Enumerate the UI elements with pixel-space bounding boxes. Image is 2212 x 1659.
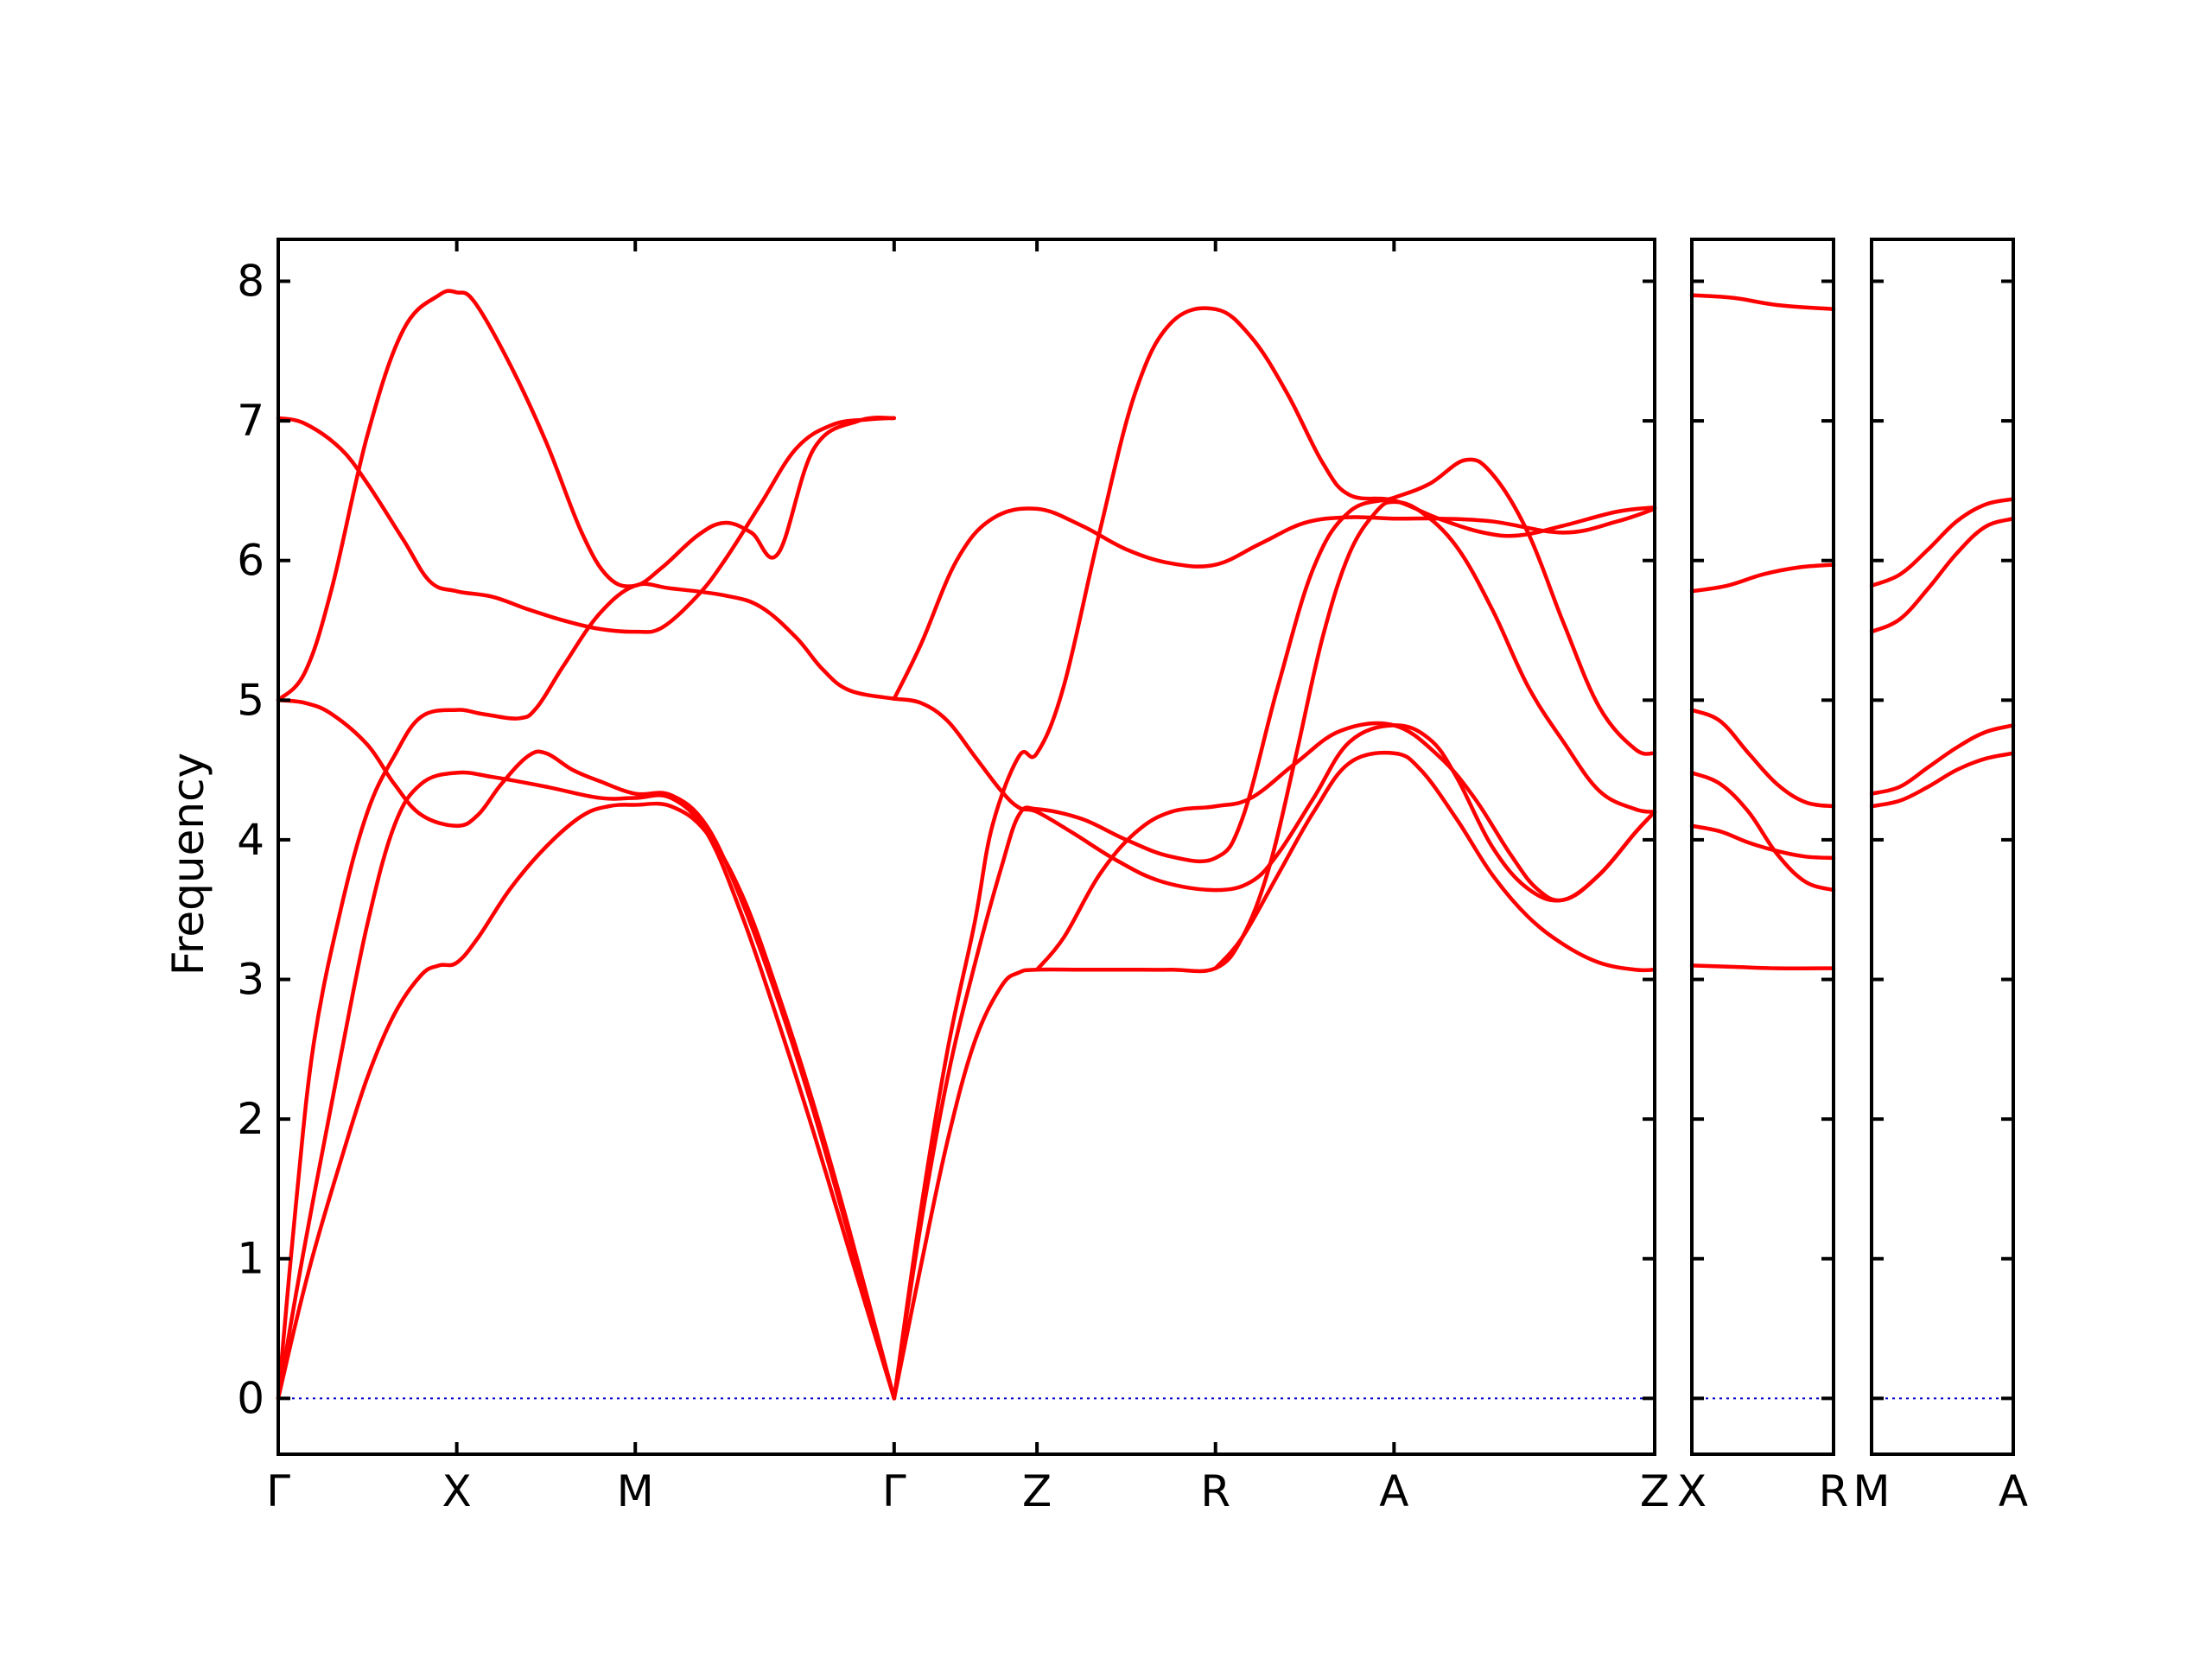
y-tick-label: 5 [237,675,264,725]
x-tick-label: R [1200,1466,1230,1516]
y-tick-label: 1 [237,1234,264,1284]
x-tick-label: X [1677,1466,1707,1516]
band-line-4 [1869,751,2016,809]
band-line-2 [1869,516,2016,634]
band-line-3 [1869,723,2016,796]
y-tick-label: 8 [237,256,264,306]
x-tick-label: A [1379,1466,1408,1516]
band-line-10 [892,696,1657,903]
band-line-6 [276,416,897,634]
y-axis-label: Frequency [163,753,213,976]
plot-frame [1690,238,1835,1456]
band-line-1 [276,801,897,1401]
band-line-6 [1689,963,1836,970]
band-line-3 [276,582,897,1401]
band-line-4 [1689,771,1836,893]
band-line-1 [1869,497,2016,588]
plot-frame [276,238,1656,1456]
x-tick-label: Z [1640,1466,1669,1516]
panel-1: Γ X M Γ Z R A Z 0 1 2 3 4 5 6 7 8 [237,238,1669,1516]
x-tick-label: Γ [266,1466,290,1516]
x-tick-label: Z [1022,1466,1052,1516]
y-tick-label: 2 [237,1094,264,1144]
band-line-5 [276,289,897,702]
x-tick-label: M [617,1466,654,1516]
x-tick-label: R [1819,1466,1849,1516]
band-line-9 [892,306,1657,1401]
y-tick-label: 3 [237,955,264,1005]
x-tick-label: Γ [882,1466,906,1516]
x-tick-label: M [1853,1466,1890,1516]
plot-frame [1870,238,2015,1456]
band-line-12 [1034,721,1657,972]
band-line-13 [1213,750,1657,973]
band-line-3 [1689,708,1836,809]
band-line-5 [1689,823,1836,861]
x-tick-label: X [442,1466,471,1516]
x-tick-label: A [1999,1466,2028,1516]
band-line-4 [276,698,897,1401]
y-tick-label: 4 [237,815,264,865]
band-line-11 [892,506,1657,701]
band-line-2 [276,770,897,1401]
band-line-2 [1689,563,1836,594]
band-line-8 [892,499,1657,1401]
y-tick-label: 0 [237,1373,264,1423]
y-tick-label: 6 [237,536,264,586]
band-line-1 [1689,293,1836,312]
y-tick-label: 7 [237,396,264,446]
